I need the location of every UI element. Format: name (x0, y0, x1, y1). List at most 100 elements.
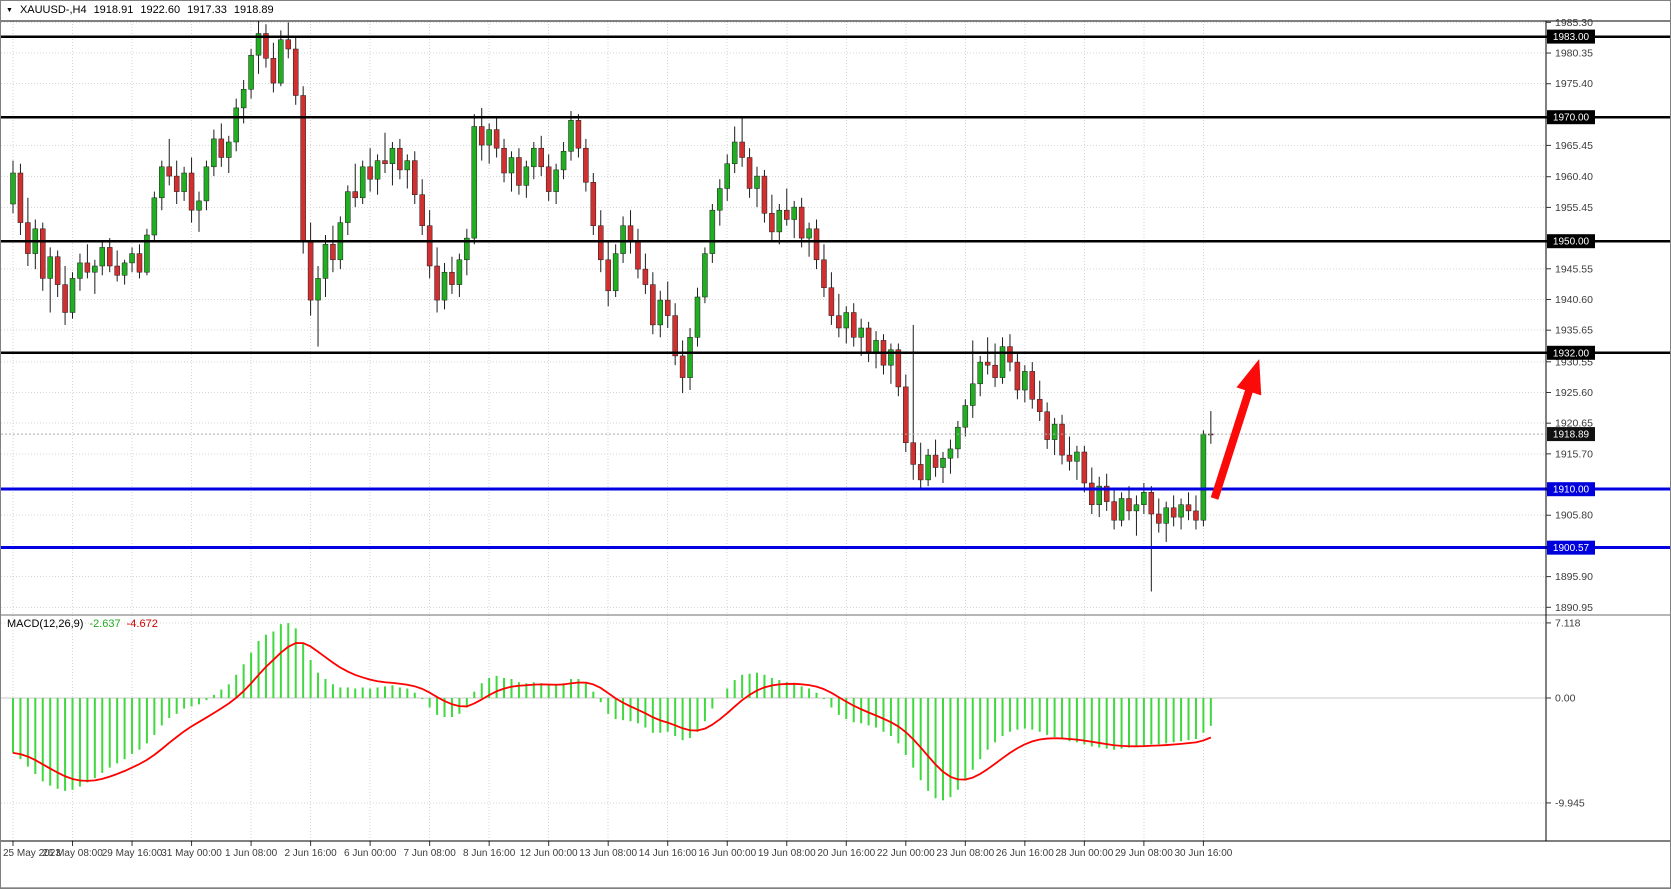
candle-body-bull (203, 166, 210, 202)
candle-body-bull (731, 141, 738, 164)
candle (538, 135, 544, 177)
candle-body-bull (977, 361, 983, 385)
candle (1126, 486, 1132, 521)
candle-body-bull (702, 253, 708, 298)
price-badge-label: 1910.00 (1553, 485, 1590, 496)
candle (702, 247, 708, 304)
time-axis-label: 23 Jun 08:00 (936, 848, 994, 859)
quote-open-value: 1918.91 (93, 4, 134, 16)
candle-body-bear (1029, 371, 1036, 400)
candle (679, 340, 686, 394)
candle (776, 204, 783, 245)
candle-body-bear (434, 265, 440, 301)
candle-body-bear (516, 157, 522, 186)
candle (709, 204, 716, 263)
candle-body-bull (1133, 504, 1140, 512)
candle-body-bear (292, 48, 299, 96)
candle-body-bear (627, 225, 634, 242)
trend-arrow-shaft[interactable] (1210, 386, 1254, 500)
candle (10, 160, 16, 214)
candle (159, 160, 165, 211)
candle (322, 235, 329, 297)
candle-body-bull (47, 256, 53, 279)
indicator-signal-value: -4.672 (126, 618, 158, 630)
candle-body-bear (270, 58, 277, 84)
candle-body-bull (560, 151, 567, 171)
candle (449, 256, 455, 294)
candle-body-bear (84, 262, 91, 273)
time-axis-label: 29 May 16:00 (102, 848, 163, 859)
candle-body-bull (10, 172, 16, 205)
candle (642, 253, 649, 294)
price-axis-label: 1905.80 (1555, 510, 1593, 522)
candle (612, 244, 619, 297)
candle (590, 173, 597, 235)
candle-body-bear (397, 147, 403, 171)
candle-body-bull (1051, 423, 1058, 440)
candle-body-bear (188, 172, 195, 211)
candle (493, 117, 500, 158)
candle-body-bull (486, 129, 492, 146)
candle-body-bull (791, 206, 797, 220)
candle (434, 247, 440, 313)
candle (761, 169, 768, 223)
candle-body-bear (1066, 454, 1073, 462)
candle-body-bear (1014, 361, 1021, 391)
price-badge: 1932.00 (1547, 345, 1595, 360)
price-badge: 1950.00 (1547, 234, 1595, 249)
candle (367, 148, 373, 192)
candle-body-bull (947, 448, 954, 459)
candle-body-bull (181, 172, 187, 192)
price-badge-background (1547, 427, 1595, 442)
candle-body-bear (1156, 513, 1162, 524)
time-axis-label: 8 Jun 16:00 (463, 848, 516, 859)
candle-body-bear (746, 157, 753, 189)
candle (657, 290, 664, 338)
price-axis-label: 1955.45 (1555, 202, 1593, 214)
candle-body-bull (858, 327, 864, 338)
candle-body-bull (248, 54, 254, 90)
candle-body-bear (836, 315, 842, 329)
candle-body-bear (650, 284, 656, 326)
price-badge-background (1547, 29, 1595, 44)
symbol-dropdown-icon[interactable]: ▼ (6, 6, 13, 14)
candle (992, 343, 998, 387)
candle-body-bear (426, 225, 433, 267)
candle-body-bear (40, 228, 46, 279)
candle (523, 160, 530, 198)
candle (1103, 473, 1110, 511)
candle-body-bear (1185, 504, 1192, 512)
candle-body-bull (694, 296, 701, 338)
price-badge-background (1547, 234, 1595, 249)
time-axis-label: 29 Jun 08:00 (1115, 848, 1173, 859)
candle (419, 179, 425, 235)
time-axis-label: 26 Jun 16:00 (996, 848, 1054, 859)
candle-body-bull (568, 120, 574, 152)
candle-body-bull (151, 197, 158, 236)
price-badge: 1900.57 (1547, 540, 1595, 555)
candle-body-bull (843, 312, 850, 329)
price-badge-label: 1918.89 (1553, 430, 1590, 441)
candle (917, 442, 924, 490)
candle (687, 328, 693, 390)
candle-body-bull (464, 237, 470, 261)
candle-body-bear (412, 160, 418, 195)
candle-body-bull (121, 262, 128, 276)
candle-body-bull (999, 346, 1006, 378)
price-badge-label: 1950.00 (1553, 237, 1590, 248)
candle-body-bear (1170, 507, 1177, 518)
candle (1059, 414, 1065, 465)
price-axis-label: 1985.30 (1555, 17, 1593, 29)
candle (345, 185, 351, 235)
price-badge-background (1547, 540, 1595, 555)
candle-body-bear (672, 315, 678, 357)
indicator-macd-value: -2.637 (89, 618, 121, 630)
candle-body-bull (278, 39, 284, 84)
candle (664, 281, 671, 328)
candle (828, 272, 835, 325)
candle (501, 138, 507, 183)
candle-body-bear (821, 259, 827, 288)
trend-arrow-head[interactable] (1236, 359, 1262, 396)
candle (412, 151, 418, 204)
